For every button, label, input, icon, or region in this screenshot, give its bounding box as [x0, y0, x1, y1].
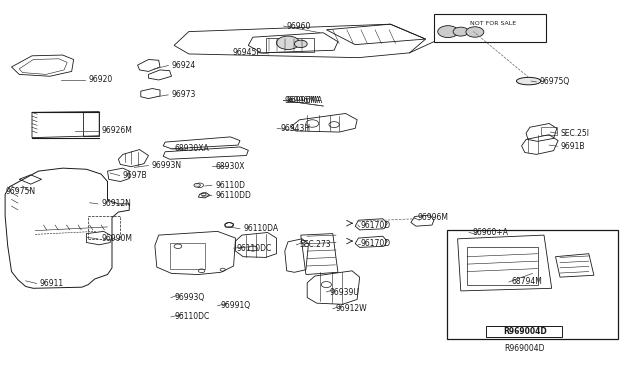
Text: 96945P: 96945P — [232, 48, 261, 57]
Circle shape — [466, 27, 484, 37]
Text: R969004D: R969004D — [503, 327, 547, 336]
Text: 96990M: 96990M — [101, 234, 132, 243]
Text: 96975Q: 96975Q — [540, 77, 570, 86]
Text: 96960+A: 96960+A — [472, 228, 508, 237]
Text: 96170D: 96170D — [361, 239, 391, 248]
Text: 96110DA: 96110DA — [243, 224, 278, 233]
Text: SEC.273: SEC.273 — [300, 240, 331, 249]
Circle shape — [438, 26, 458, 38]
Bar — [434, 14, 546, 42]
Bar — [447, 230, 618, 339]
Ellipse shape — [516, 77, 541, 85]
Text: 96993N: 96993N — [152, 161, 182, 170]
Text: 96996MA: 96996MA — [287, 96, 323, 105]
Text: 9697B: 9697B — [123, 171, 147, 180]
Circle shape — [194, 183, 200, 187]
Text: R969004D: R969004D — [504, 344, 545, 353]
Text: 96911: 96911 — [40, 279, 64, 288]
Bar — [541, 127, 557, 135]
Text: 68930XA: 68930XA — [174, 144, 209, 153]
Bar — [486, 326, 562, 337]
Text: NOT FOR SALE: NOT FOR SALE — [470, 20, 516, 26]
Text: 96924: 96924 — [172, 61, 196, 70]
Text: 96170D: 96170D — [361, 221, 391, 230]
Text: 68794M: 68794M — [512, 278, 543, 286]
Text: 96991Q: 96991Q — [221, 301, 251, 310]
Text: 96939U: 96939U — [330, 288, 360, 296]
Text: SEC.25l: SEC.25l — [561, 129, 589, 138]
Text: 96926M: 96926M — [101, 126, 132, 135]
Text: 96110D: 96110D — [215, 181, 245, 190]
Text: 96912N: 96912N — [101, 199, 131, 208]
Text: 96110DC: 96110DC — [174, 312, 209, 321]
Text: 9691B: 9691B — [561, 142, 585, 151]
Bar — [266, 38, 314, 52]
Bar — [170, 243, 205, 269]
Text: 96973: 96973 — [172, 90, 196, 99]
Text: 96996MA: 96996MA — [285, 96, 321, 105]
Text: 96110DC: 96110DC — [237, 244, 272, 253]
Text: 68930X: 68930X — [215, 162, 244, 171]
Text: 96993Q: 96993Q — [174, 293, 204, 302]
Bar — [467, 247, 538, 285]
Text: 96996M: 96996M — [417, 213, 448, 222]
Text: 96943H: 96943H — [280, 124, 310, 133]
Circle shape — [453, 27, 468, 36]
Text: 96975N: 96975N — [5, 187, 35, 196]
Text: 96960: 96960 — [287, 22, 311, 31]
Text: 96912W: 96912W — [336, 304, 367, 313]
Bar — [88, 216, 120, 239]
Circle shape — [294, 40, 307, 48]
Text: 96920: 96920 — [88, 76, 113, 84]
Circle shape — [276, 36, 300, 49]
Text: 96110DD: 96110DD — [215, 191, 251, 200]
